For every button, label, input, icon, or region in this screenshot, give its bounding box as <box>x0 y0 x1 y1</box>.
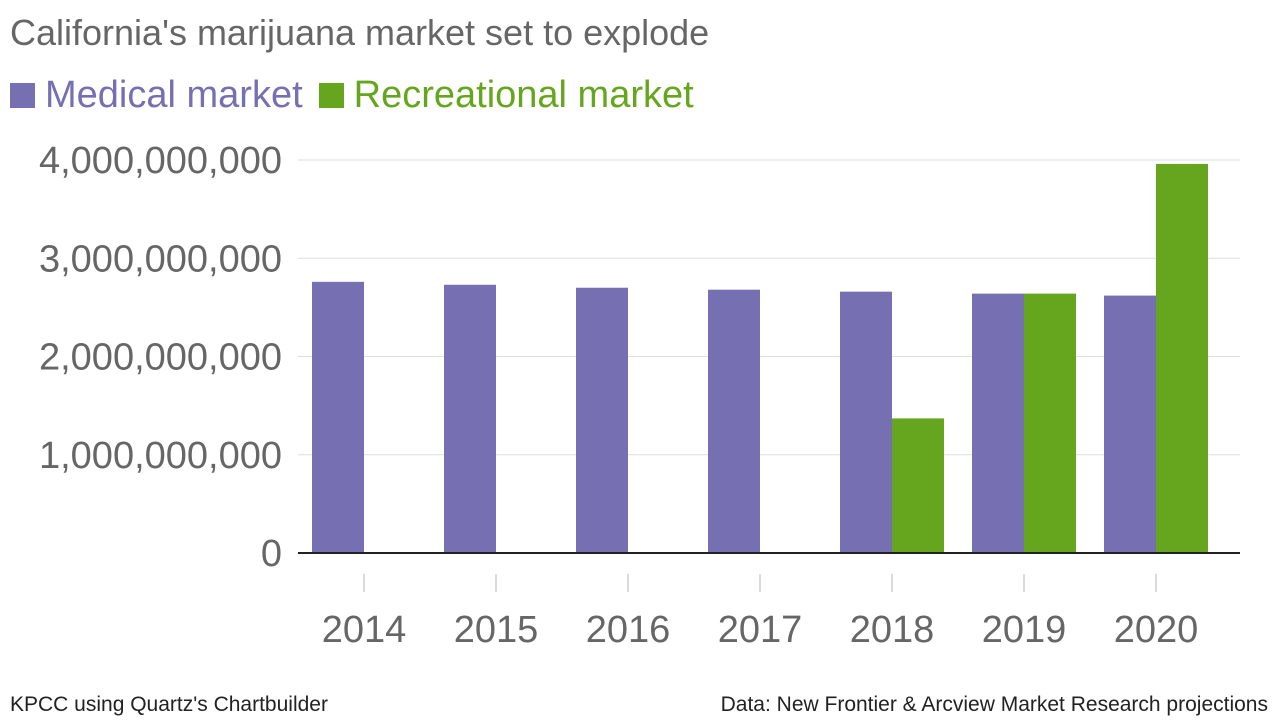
x-tick-label: 2018 <box>850 609 935 651</box>
source-text: Data: New Frontier & Arcview Market Rese… <box>720 693 1268 716</box>
bar-medical <box>1104 295 1156 553</box>
bar-recreational <box>1156 163 1208 553</box>
legend-swatch-recreational <box>318 83 344 108</box>
bar-chart: 0 1,000,000,000 2,000,000,000 3,000,000,000… <box>39 140 1240 651</box>
bar-medical <box>312 281 364 553</box>
credit-text: KPCC using Quartz's Chartbuilder <box>10 693 328 716</box>
legend-label-medical: Medical market <box>45 74 303 116</box>
bar-recreational <box>892 418 944 553</box>
y-tick-label: 2,000,000,000 <box>39 337 282 379</box>
bar-medical <box>840 291 892 553</box>
x-tick-label: 2019 <box>982 609 1067 651</box>
bar-medical <box>576 287 628 553</box>
x-tick-label: 2014 <box>322 609 407 651</box>
y-tick-label: 3,000,000,000 <box>39 238 282 280</box>
x-tick-label: 2020 <box>1114 609 1199 651</box>
y-tick-label: 1,000,000,000 <box>39 435 282 477</box>
legend-item-medical: Medical market <box>10 74 303 117</box>
bar-medical <box>708 289 760 553</box>
bar-medical <box>444 284 496 553</box>
legend-item-recreational: Recreational market <box>318 74 694 117</box>
y-tick-label: 0 <box>261 533 282 575</box>
bar-recreational <box>1024 293 1076 553</box>
legend-label-recreational: Recreational market <box>353 74 694 116</box>
legend: Medical market Recreational market <box>10 74 710 117</box>
x-tick-label: 2017 <box>718 609 803 651</box>
x-tick-label: 2015 <box>454 609 539 651</box>
legend-swatch-medical <box>10 83 35 108</box>
x-tick-label: 2016 <box>586 609 671 651</box>
y-tick-label: 4,000,000,000 <box>39 140 282 182</box>
bar-medical <box>972 293 1024 553</box>
chart-title: California's marijuana market set to exp… <box>10 12 710 53</box>
